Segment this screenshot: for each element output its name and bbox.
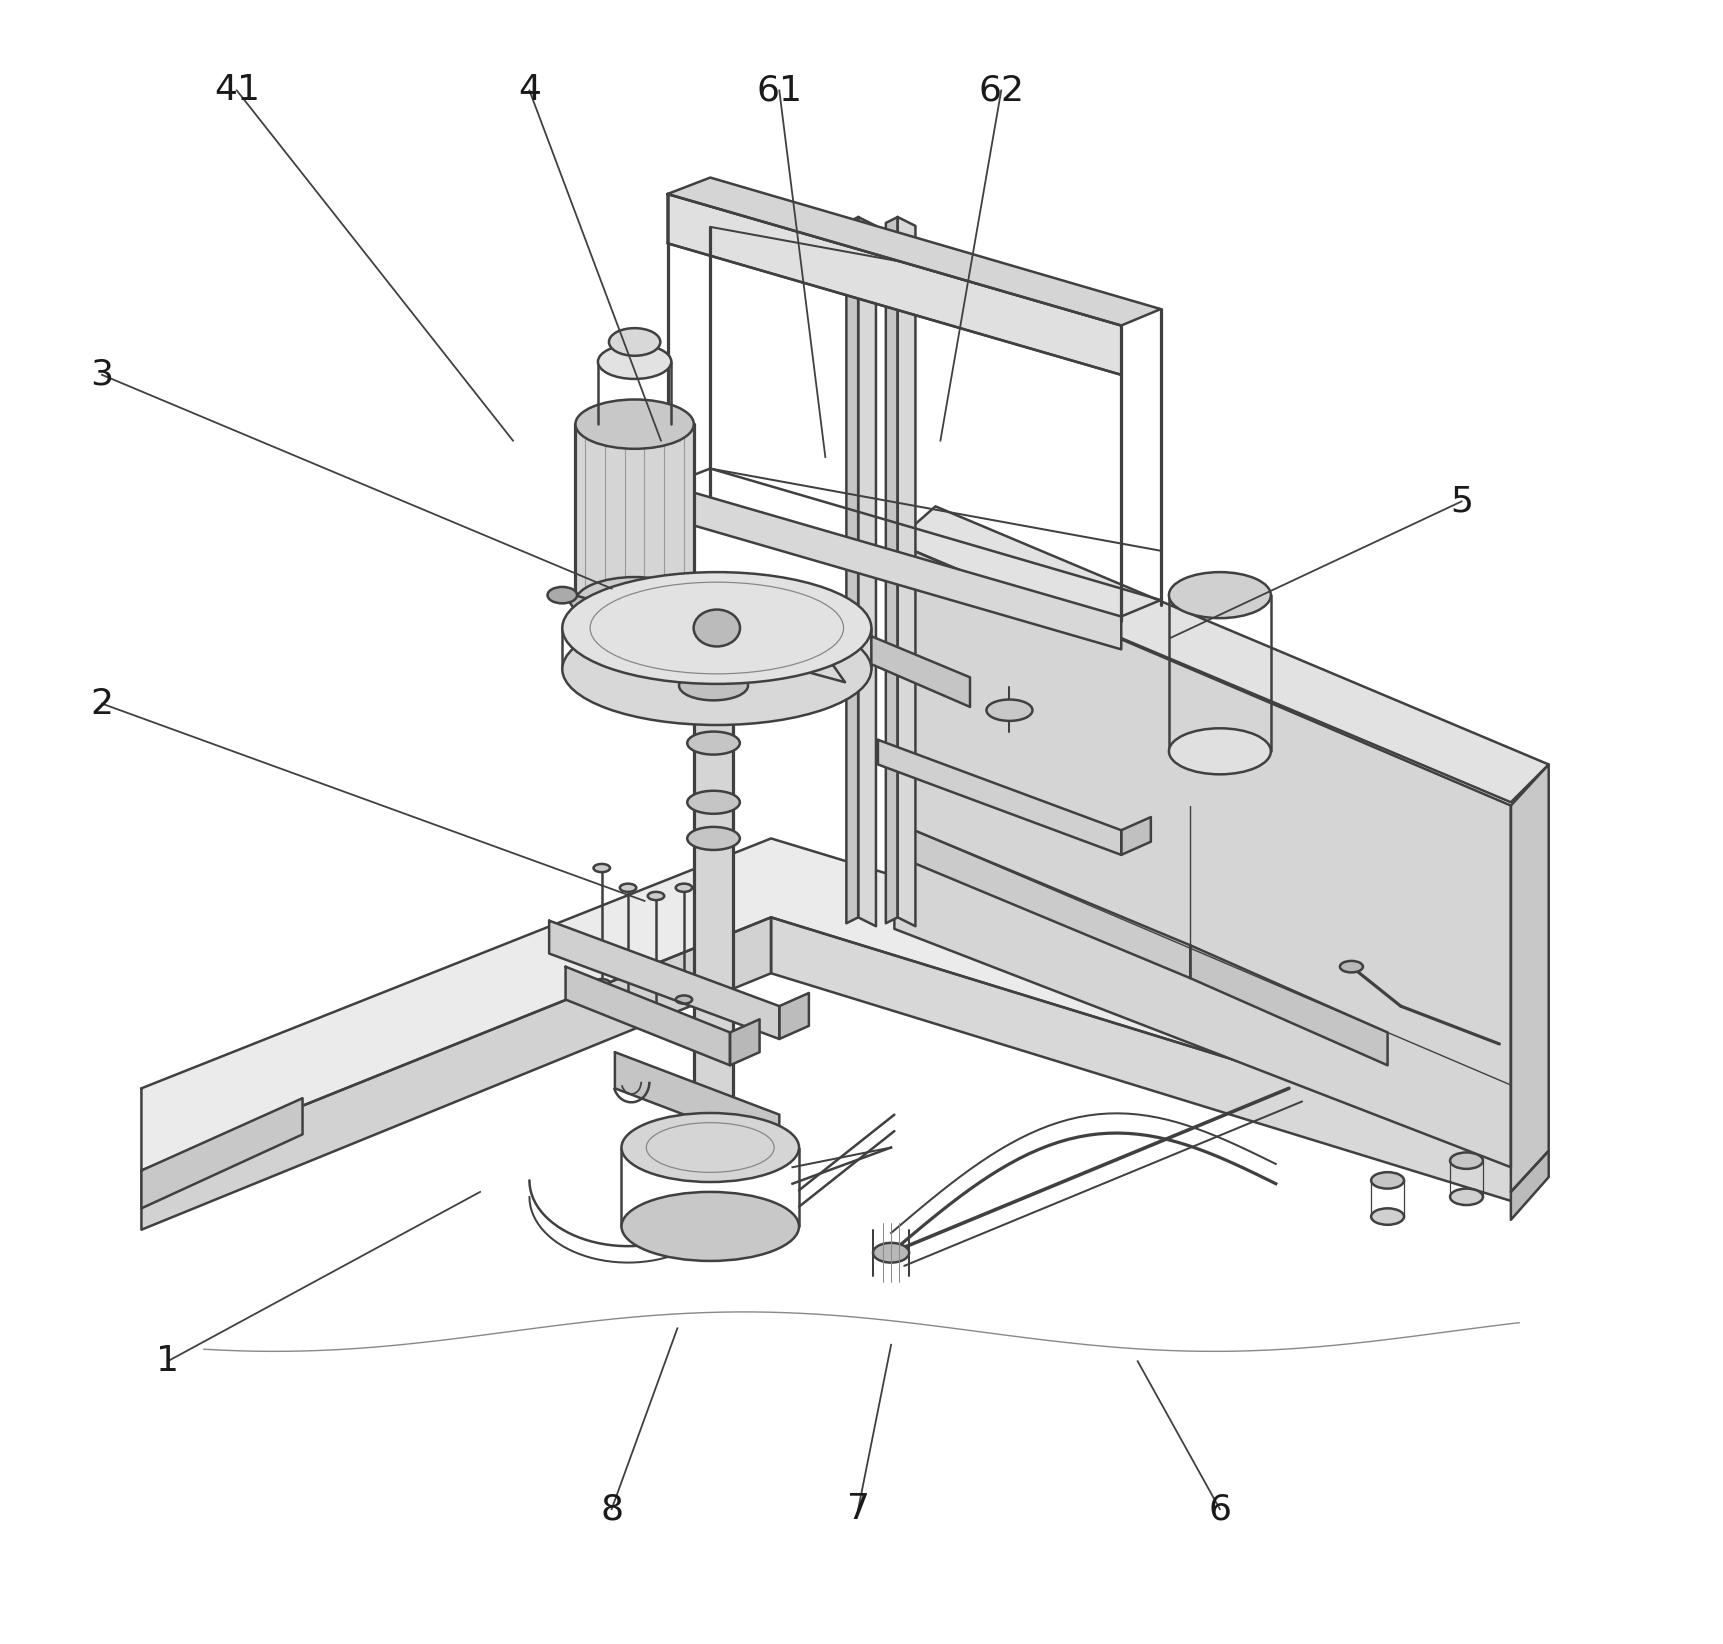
Ellipse shape [1451, 1152, 1484, 1169]
Polygon shape [141, 838, 1520, 1171]
Ellipse shape [575, 399, 694, 449]
Polygon shape [898, 217, 915, 926]
Ellipse shape [675, 884, 693, 893]
Ellipse shape [687, 827, 739, 850]
Text: 2: 2 [91, 687, 114, 720]
Polygon shape [565, 967, 731, 1065]
Ellipse shape [987, 699, 1032, 720]
Polygon shape [846, 217, 858, 924]
Ellipse shape [648, 893, 665, 901]
Polygon shape [894, 506, 1549, 802]
Polygon shape [894, 822, 1191, 978]
Polygon shape [779, 993, 808, 1039]
Ellipse shape [679, 671, 748, 700]
Polygon shape [667, 485, 1122, 649]
Text: 61: 61 [756, 74, 803, 107]
Polygon shape [667, 178, 1161, 326]
Text: 5: 5 [1451, 485, 1473, 518]
Ellipse shape [694, 610, 739, 646]
Ellipse shape [562, 572, 872, 684]
Text: 41: 41 [214, 74, 260, 107]
Polygon shape [1122, 817, 1151, 855]
Ellipse shape [1372, 1208, 1404, 1225]
Ellipse shape [598, 345, 672, 380]
Text: 3: 3 [91, 358, 114, 391]
Ellipse shape [562, 613, 872, 725]
Text: 8: 8 [600, 1493, 624, 1526]
Polygon shape [858, 217, 875, 926]
Polygon shape [1191, 945, 1387, 1065]
Text: 7: 7 [846, 1493, 870, 1526]
Ellipse shape [622, 1192, 799, 1261]
Ellipse shape [593, 978, 610, 986]
Ellipse shape [1168, 572, 1272, 618]
Polygon shape [872, 636, 970, 707]
Polygon shape [772, 917, 1520, 1203]
Ellipse shape [622, 1113, 799, 1182]
Ellipse shape [620, 995, 636, 1003]
Ellipse shape [1168, 728, 1272, 774]
Polygon shape [562, 592, 844, 682]
Ellipse shape [575, 577, 694, 626]
Ellipse shape [593, 865, 610, 871]
Polygon shape [1511, 1151, 1549, 1220]
Ellipse shape [620, 884, 636, 893]
Text: 1: 1 [157, 1345, 179, 1378]
Polygon shape [141, 1098, 303, 1208]
Ellipse shape [874, 1243, 910, 1263]
Ellipse shape [548, 587, 577, 603]
Polygon shape [894, 543, 1511, 1167]
Polygon shape [550, 921, 779, 1039]
Ellipse shape [608, 329, 660, 355]
Ellipse shape [1372, 1172, 1404, 1189]
Polygon shape [575, 424, 694, 602]
Text: 62: 62 [979, 74, 1023, 107]
Text: 4: 4 [519, 74, 541, 107]
Polygon shape [1511, 764, 1549, 1192]
Ellipse shape [675, 995, 693, 1003]
Polygon shape [694, 699, 734, 1148]
Polygon shape [667, 194, 1122, 375]
Ellipse shape [687, 791, 739, 814]
Polygon shape [141, 917, 772, 1230]
Polygon shape [615, 1052, 779, 1151]
Polygon shape [879, 740, 1122, 855]
Ellipse shape [1451, 1189, 1484, 1205]
Ellipse shape [648, 1011, 665, 1019]
Polygon shape [886, 217, 898, 924]
Ellipse shape [1340, 960, 1363, 972]
Text: 6: 6 [1208, 1493, 1232, 1526]
Polygon shape [731, 1019, 760, 1065]
Ellipse shape [687, 732, 739, 755]
